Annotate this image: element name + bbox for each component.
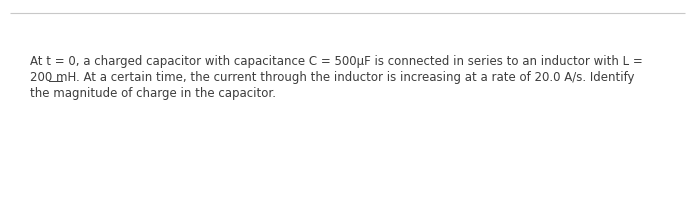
Text: the magnitude of charge in the capacitor.: the magnitude of charge in the capacitor… xyxy=(30,87,276,100)
Text: At t = 0, a charged capacitor with capacitance C = 500μF is connected in series : At t = 0, a charged capacitor with capac… xyxy=(30,55,643,68)
Text: 200 mH. At a certain time, the current through the inductor is increasing at a r: 200 mH. At a certain time, the current t… xyxy=(30,71,635,84)
